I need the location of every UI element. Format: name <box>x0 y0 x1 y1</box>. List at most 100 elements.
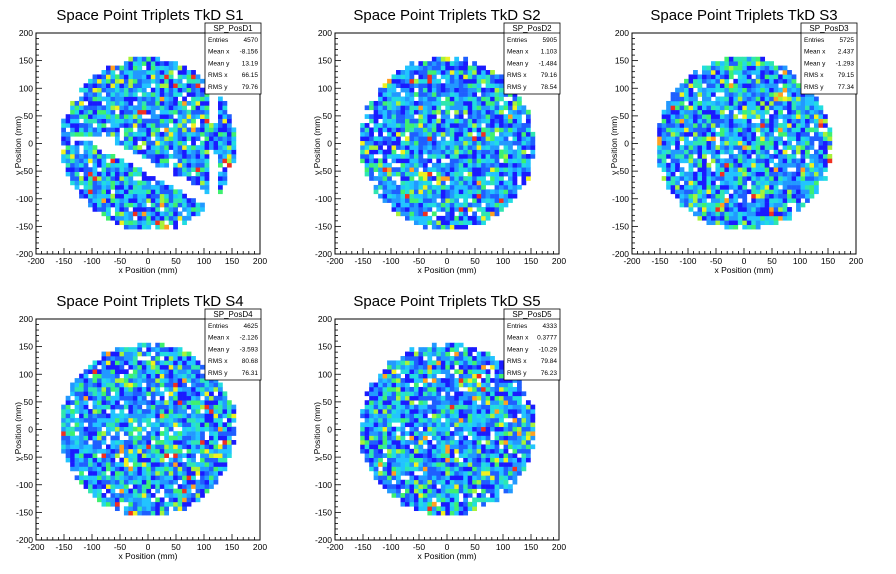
heatmap-bin <box>106 356 111 361</box>
heatmap-bin <box>146 435 152 441</box>
heatmap-bin <box>195 211 201 217</box>
heatmap-bin <box>137 435 143 441</box>
heatmap-bin <box>150 123 156 128</box>
heatmap-bin <box>494 114 500 119</box>
heatmap-bin <box>476 215 482 221</box>
heatmap-bin <box>159 65 165 71</box>
heatmap-bin <box>168 70 174 75</box>
heatmap-bin <box>191 400 196 405</box>
heatmap-bin <box>782 65 788 71</box>
heatmap-bin <box>818 167 824 172</box>
heatmap-bin <box>200 87 205 93</box>
heatmap-bin <box>155 87 161 93</box>
heatmap-bin <box>177 457 183 463</box>
heatmap-bin <box>209 453 214 458</box>
heatmap-bin <box>204 136 210 142</box>
heatmap-bin <box>431 109 437 115</box>
heatmap-bin <box>494 145 500 150</box>
heatmap-bin <box>119 162 125 168</box>
heatmap-bin <box>693 184 698 190</box>
heatmap-bin <box>751 83 757 88</box>
heatmap-bin <box>132 224 138 230</box>
heatmap-bin <box>490 145 495 150</box>
heatmap-bin <box>751 78 757 84</box>
heatmap-bin <box>128 140 134 146</box>
x-tick-label: -150 <box>651 256 668 266</box>
heatmap-bin <box>159 109 165 115</box>
heatmap-bin <box>751 198 757 203</box>
heatmap-bin <box>137 444 143 450</box>
stats-box-frame <box>800 22 858 95</box>
heatmap-bin <box>463 207 469 212</box>
heatmap-bin <box>110 180 116 186</box>
heatmap-bin <box>387 114 392 119</box>
heatmap-bin <box>92 145 98 150</box>
heatmap-bin <box>168 484 174 489</box>
heatmap-bin <box>177 347 183 352</box>
heatmap-bin <box>490 171 495 177</box>
heatmap-bin <box>751 176 757 181</box>
heatmap-bin <box>204 167 210 172</box>
heatmap-bin <box>760 123 766 128</box>
heatmap-bin <box>123 378 129 383</box>
heatmap-bin <box>132 189 138 195</box>
heatmap-bin <box>440 180 446 186</box>
heatmap-bin <box>391 145 397 150</box>
heatmap-bin <box>508 180 513 186</box>
heatmap-bin <box>746 78 752 84</box>
heatmap-bin <box>83 475 89 481</box>
heatmap-bin <box>369 382 374 388</box>
heatmap-bin <box>88 96 93 102</box>
heatmap-bin <box>693 114 698 119</box>
heatmap-bin <box>661 158 667 164</box>
heatmap-bin <box>79 409 84 414</box>
heatmap-bin <box>661 145 667 150</box>
heatmap-bin <box>92 488 98 494</box>
heatmap-bin <box>83 131 89 137</box>
heatmap-bin <box>525 167 531 172</box>
heatmap-bin <box>728 96 734 102</box>
heatmap-bin <box>724 114 730 119</box>
heatmap-bin <box>155 404 161 410</box>
heatmap-bin <box>525 127 531 133</box>
heatmap-bin <box>101 373 107 379</box>
heatmap-bin <box>200 475 205 481</box>
heatmap-bin <box>150 506 156 512</box>
heatmap-bin <box>710 140 716 146</box>
heatmap-bin <box>746 92 752 97</box>
heatmap-bin <box>146 92 152 97</box>
heatmap-bin <box>79 114 84 119</box>
heatmap-bin <box>494 198 500 203</box>
heatmap-bin <box>449 127 455 133</box>
heatmap-bin <box>114 83 120 88</box>
heatmap-bin <box>396 475 401 481</box>
heatmap-bin <box>195 497 201 503</box>
heatmap-bin <box>213 426 219 432</box>
heatmap-bin <box>88 202 93 208</box>
heatmap-bin <box>508 193 513 199</box>
heatmap-bin <box>760 127 766 133</box>
heatmap-bin <box>525 158 531 164</box>
heatmap-bin <box>369 127 374 133</box>
heatmap-bin <box>737 193 743 199</box>
heatmap-bin <box>737 131 743 137</box>
heatmap-bin <box>200 457 205 463</box>
heatmap-bin <box>818 171 824 177</box>
heatmap-bin <box>499 92 504 97</box>
heatmap-bin <box>231 136 237 142</box>
heatmap-bin <box>684 78 689 84</box>
heatmap-bin <box>168 435 174 441</box>
heatmap-bin <box>168 220 174 226</box>
heatmap-bin <box>693 70 698 75</box>
heatmap-bin <box>128 70 134 75</box>
heatmap-bin <box>128 453 134 458</box>
heatmap-bin <box>101 207 107 212</box>
heatmap-bin <box>773 145 779 150</box>
heatmap-bin <box>746 70 752 75</box>
heatmap-bin <box>92 493 98 498</box>
heatmap-bin <box>186 431 192 436</box>
heatmap-bin <box>150 207 156 212</box>
heatmap-bin <box>737 149 743 155</box>
heatmap-bin <box>436 145 442 150</box>
heatmap-bin <box>132 140 138 146</box>
